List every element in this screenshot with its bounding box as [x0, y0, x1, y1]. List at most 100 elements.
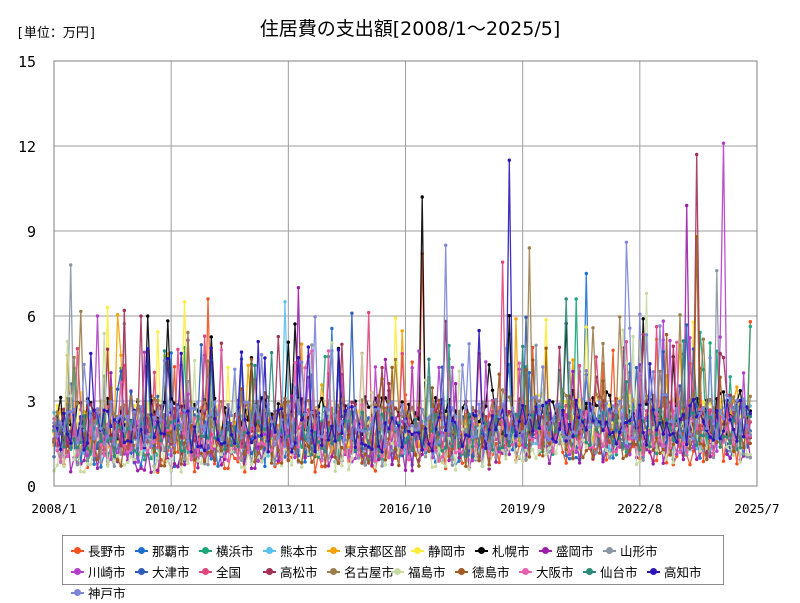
- series-point: [711, 455, 716, 460]
- series-point: [628, 437, 632, 441]
- series-point: [587, 443, 592, 447]
- series-point: [447, 343, 451, 348]
- series-point: [323, 436, 327, 440]
- series-point: [641, 458, 645, 462]
- series-point: [132, 457, 136, 462]
- legend-label: 静岡市: [428, 544, 466, 559]
- series-point: [360, 429, 364, 433]
- series-point: [584, 325, 588, 329]
- series-point: [310, 349, 314, 353]
- series-point: [146, 314, 150, 318]
- legend-label: 高知市: [664, 565, 702, 580]
- series-point: [105, 435, 110, 439]
- series-point: [397, 413, 401, 418]
- series-point: [219, 463, 224, 467]
- series-point: [283, 455, 287, 459]
- series-point: [109, 451, 113, 455]
- series-point: [119, 353, 123, 358]
- series-point: [119, 414, 123, 418]
- series-point: [353, 456, 357, 461]
- series-point: [534, 343, 538, 347]
- series-point: [423, 427, 428, 431]
- series-point: [266, 450, 270, 454]
- legend-swatch: [263, 547, 276, 554]
- series-point: [159, 431, 163, 435]
- series-point: [199, 424, 203, 428]
- series-point: [300, 342, 304, 346]
- legend-item: 東京都区部: [327, 540, 411, 561]
- series-point: [490, 388, 495, 392]
- series-point: [239, 435, 244, 440]
- series-point: [239, 387, 244, 391]
- series-point: [634, 366, 639, 370]
- series-point: [494, 455, 498, 460]
- series-point: [253, 403, 257, 408]
- unit-label: [単位：万円]: [16, 26, 97, 41]
- series-point: [718, 436, 722, 441]
- series-point: [256, 451, 260, 455]
- series-point: [748, 441, 752, 446]
- series-point: [136, 419, 140, 423]
- series-point: [306, 398, 311, 403]
- series-point: [708, 356, 712, 360]
- series-point: [199, 451, 203, 455]
- series-point: [450, 406, 455, 410]
- series-point: [474, 418, 478, 422]
- series-point: [377, 444, 381, 449]
- series-point: [139, 314, 143, 318]
- series-point: [735, 398, 739, 402]
- series-point: [209, 335, 213, 339]
- series-point: [186, 439, 190, 443]
- legend-swatch: [71, 568, 84, 575]
- series-point: [112, 422, 117, 426]
- series-point: [718, 351, 722, 356]
- series-point: [306, 452, 311, 457]
- series-point: [169, 454, 173, 458]
- series-point: [731, 453, 736, 457]
- series-point: [213, 458, 217, 462]
- legend-item: 静岡市: [411, 540, 475, 561]
- series-point: [611, 456, 615, 460]
- series-point: [152, 416, 157, 420]
- legend-item: 山形市: [603, 540, 667, 561]
- series-point: [370, 390, 374, 395]
- series-point: [105, 464, 110, 468]
- series-point: [176, 347, 180, 352]
- series-point: [85, 441, 90, 445]
- series-point: [69, 470, 73, 474]
- series-point: [460, 450, 465, 454]
- series-point: [718, 408, 722, 412]
- series-point: [427, 442, 431, 446]
- legend-swatch: [647, 568, 660, 575]
- series-point: [748, 394, 752, 399]
- series-point: [698, 441, 702, 446]
- series-point: [176, 465, 180, 469]
- series-point: [541, 403, 545, 408]
- series-point: [142, 350, 147, 354]
- series-point: [564, 453, 568, 458]
- series-point: [651, 426, 655, 430]
- series-point: [460, 427, 465, 431]
- series-point: [266, 454, 270, 458]
- series-point: [313, 449, 317, 454]
- series-point: [397, 424, 401, 428]
- series-point: [112, 464, 117, 468]
- series-point: [410, 360, 414, 364]
- series-point: [273, 443, 277, 447]
- series-point: [202, 454, 207, 458]
- series-point: [326, 438, 331, 442]
- series-point: [202, 428, 207, 432]
- series-point: [664, 418, 669, 422]
- series-point: [477, 426, 481, 430]
- series-point: [711, 438, 716, 442]
- series-point: [202, 462, 207, 466]
- series-point: [517, 434, 521, 438]
- series-point: [698, 456, 702, 460]
- series-point: [437, 398, 441, 402]
- series-point: [92, 440, 96, 444]
- series-point: [336, 348, 341, 352]
- legend-swatch: [71, 589, 84, 596]
- series-point: [152, 440, 157, 444]
- series-point: [611, 414, 615, 418]
- series-point: [69, 441, 73, 445]
